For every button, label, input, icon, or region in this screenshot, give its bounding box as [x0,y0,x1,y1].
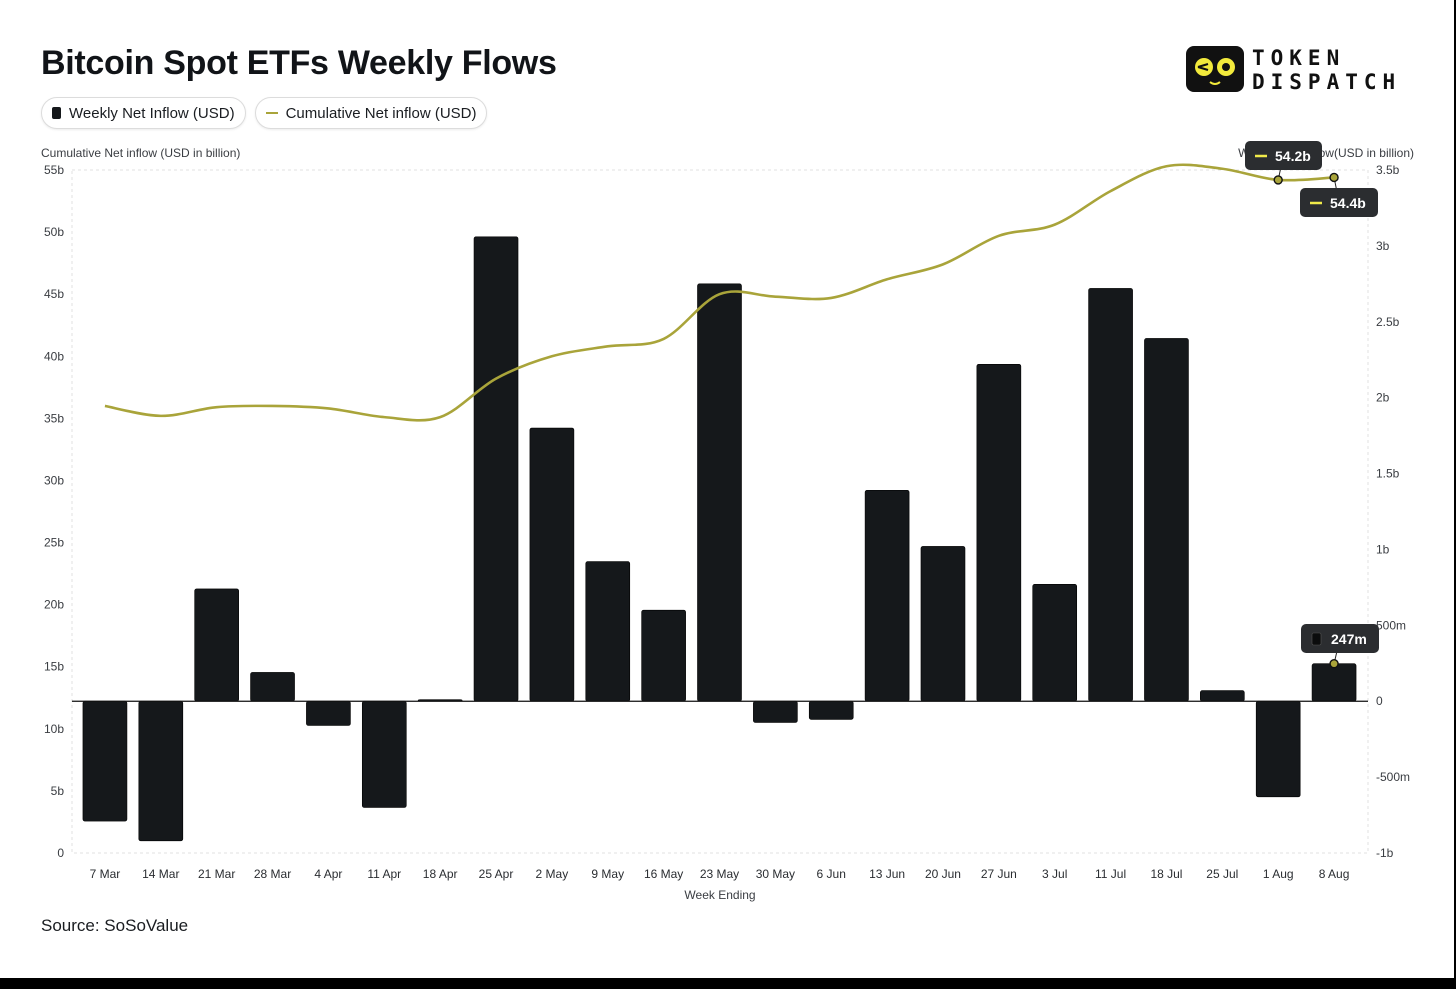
weekly-bar[interactable] [1032,584,1078,702]
chart-title: Bitcoin Spot ETFs Weekly Flows [41,44,557,82]
x-axis-tick: 25 Apr [479,867,514,881]
x-axis-tick: 20 Jun [925,867,961,881]
weekly-bar[interactable] [306,700,351,726]
weekly-bar[interactable] [82,700,128,822]
x-axis-tick: 4 Apr [314,867,342,881]
weekly-bar[interactable] [1200,690,1245,702]
x-axis-tick: 21 Mar [198,867,235,881]
legend-weekly-label: Weekly Net Inflow (USD) [69,104,235,122]
left-axis-tick: 20b [44,598,64,612]
cumulative-line[interactable] [104,163,1335,422]
x-axis-tick: 3 Jul [1042,867,1067,881]
tooltip-label: 247m [1331,631,1367,647]
tooltip-label: 54.4b [1330,195,1366,211]
x-axis-tick: 25 Jul [1206,867,1238,881]
weekly-bar[interactable] [138,700,184,842]
token-dispatch-logo: TOKEN DISPATCH [1186,46,1426,94]
weekly-bar[interactable] [250,672,295,702]
weekly-bar[interactable] [1088,288,1133,702]
bar-swatch-icon [52,107,61,119]
left-axis-title: Cumulative Net inflow (USD in billion) [41,146,240,160]
weekly-bar[interactable] [473,236,519,702]
tooltip-bar-swatch-icon [1311,632,1322,646]
weekly-bar[interactable] [697,283,742,702]
logo-face-icon [1186,46,1244,92]
right-axis-tick: -500m [1376,770,1410,784]
left-axis-tick: 15b [44,660,64,674]
x-axis-title: Week Ending [684,888,755,902]
logo-line2: DISPATCH [1252,70,1402,94]
right-axis-tick: 3.5b [1376,163,1400,177]
x-axis-tick: 27 Jun [981,867,1017,881]
x-axis-tick: 1 Aug [1263,867,1294,881]
x-axis-tick: 14 Mar [142,867,179,881]
x-axis-tick: 6 Jun [817,867,846,881]
weekly-bar[interactable] [1144,338,1189,702]
weekly-bar[interactable] [529,427,575,702]
weekly-bar[interactable] [920,546,966,702]
left-axis-tick: 5b [51,784,65,798]
x-axis-tick: 16 May [644,867,683,881]
left-axis-tick: 0 [57,846,64,860]
left-axis-tick: 30b [44,473,64,487]
x-axis-tick: 18 Apr [423,867,458,881]
tooltip-box [1245,141,1322,170]
weekly-bar[interactable] [194,588,239,702]
x-axis-tick: 23 May [700,867,739,881]
right-axis-tick: 2b [1376,391,1390,405]
weekly-bar[interactable] [1311,663,1357,702]
x-axis-tick: 11 Jul [1095,867,1126,881]
legend-cumulative[interactable]: Cumulative Net inflow (USD) [254,97,488,129]
weekly-bar[interactable] [753,700,798,723]
right-axis-tick: -1b [1376,846,1394,860]
weekly-bar[interactable] [641,609,686,702]
tooltip-marker [1329,659,1339,669]
left-axis-tick: 10b [44,722,64,736]
x-axis-tick: 13 Jun [869,867,905,881]
tooltip-box [1300,188,1378,217]
right-axis-tick: 3b [1376,239,1390,253]
tooltip-box [1301,624,1379,653]
x-axis-tick: 11 Apr [367,867,401,881]
legend-weekly[interactable]: Weekly Net Inflow (USD) [41,97,246,129]
tooltip-marker [1329,172,1339,183]
line-swatch-icon [265,112,278,114]
right-axis-tick: 1.5b [1376,467,1400,481]
plot-area [71,169,1369,854]
weekly-bar[interactable] [585,561,631,702]
x-axis-tick: 7 Mar [90,867,121,881]
right-axis-tick: 2.5b [1376,315,1400,329]
logo-wordmark: TOKEN DISPATCH [1252,46,1401,94]
right-axis-tick: 1b [1376,542,1390,556]
x-axis-tick: 30 May [756,867,795,881]
weekly-bar[interactable] [361,700,407,808]
x-axis-tick: 18 Jul [1150,867,1182,881]
legend-cumulative-label: Cumulative Net inflow (USD) [285,104,477,122]
legend: Weekly Net Inflow (USD) Cumulative Net i… [41,97,488,129]
weekly-bar[interactable] [976,363,1022,702]
left-axis-tick: 35b [44,411,64,425]
weekly-bar[interactable] [808,700,854,720]
right-axis-tick: 0 [1376,694,1383,708]
tooltip-label: 54.2b [1275,148,1311,164]
left-axis-tick: 55b [44,163,64,177]
weekly-bar[interactable] [1255,700,1301,798]
x-axis-tick: 9 May [591,867,624,881]
tooltip-marker [1273,175,1283,185]
weekly-bar[interactable] [864,489,910,702]
x-axis-tick: 28 Mar [254,867,291,881]
source-note: Source: SoSoValue [41,916,189,935]
left-axis-tick: 45b [44,287,64,301]
left-axis-tick: 25b [44,536,64,550]
x-axis-tick: 2 May [536,867,569,881]
logo-line1: TOKEN [1252,46,1346,70]
left-axis-tick: 40b [44,349,64,363]
left-axis-tick: 50b [44,225,64,239]
x-axis-tick: 8 Aug [1319,867,1350,881]
right-axis-tick: 500m [1376,618,1406,632]
